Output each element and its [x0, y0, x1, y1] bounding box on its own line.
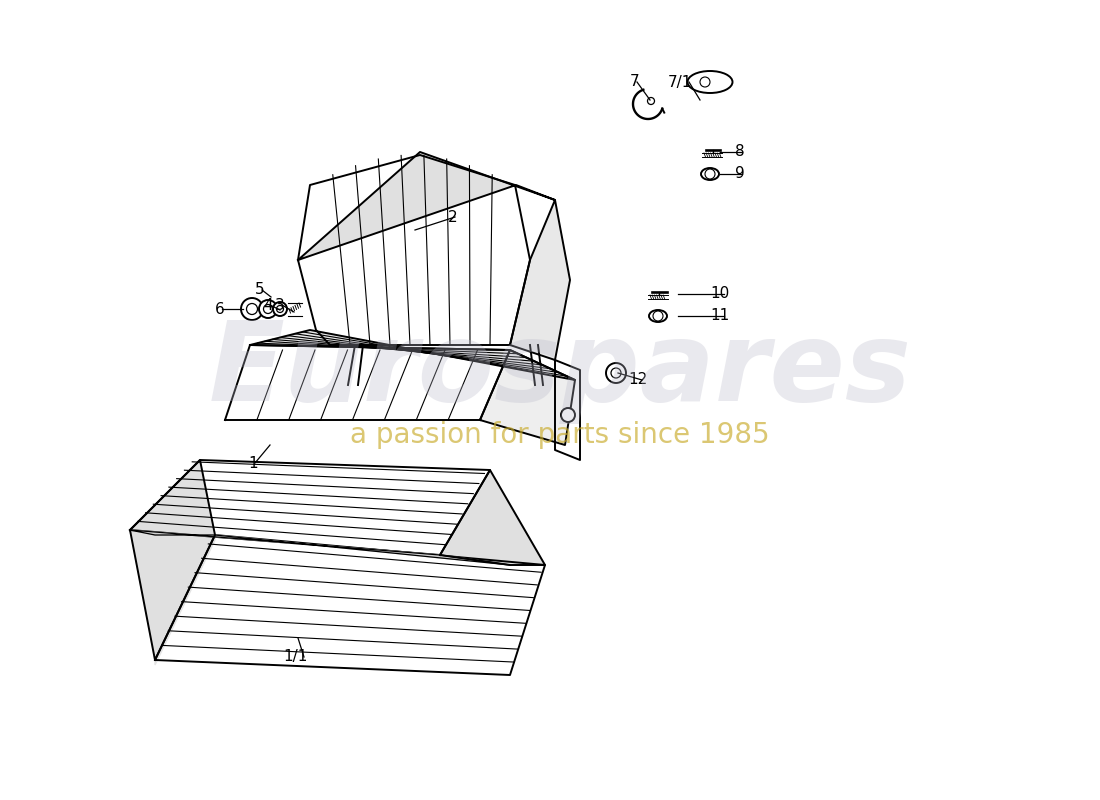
- Text: 7/1: 7/1: [668, 74, 692, 90]
- Text: 5: 5: [255, 282, 265, 298]
- Text: 7: 7: [630, 74, 639, 90]
- Circle shape: [264, 305, 273, 314]
- Circle shape: [561, 408, 575, 422]
- Polygon shape: [556, 360, 580, 460]
- Polygon shape: [155, 535, 214, 665]
- Ellipse shape: [649, 310, 667, 322]
- Polygon shape: [226, 345, 510, 420]
- Ellipse shape: [688, 71, 733, 93]
- Text: 8: 8: [735, 145, 745, 159]
- Polygon shape: [250, 330, 575, 380]
- Circle shape: [648, 98, 654, 105]
- Circle shape: [273, 302, 287, 316]
- Polygon shape: [130, 530, 510, 565]
- Text: 9: 9: [735, 166, 745, 182]
- Text: a passion for parts since 1985: a passion for parts since 1985: [350, 421, 770, 449]
- Text: 2: 2: [448, 210, 458, 225]
- Polygon shape: [480, 350, 575, 445]
- Text: 12: 12: [628, 373, 647, 387]
- Polygon shape: [130, 460, 214, 660]
- Circle shape: [246, 303, 257, 314]
- Circle shape: [610, 368, 621, 378]
- Text: 10: 10: [710, 286, 729, 302]
- Polygon shape: [155, 535, 544, 675]
- Polygon shape: [510, 200, 570, 360]
- Polygon shape: [440, 470, 544, 565]
- Circle shape: [241, 298, 263, 320]
- Circle shape: [276, 306, 284, 313]
- Polygon shape: [298, 152, 556, 260]
- Text: 4: 4: [263, 298, 273, 313]
- Circle shape: [705, 169, 715, 179]
- Text: 11: 11: [710, 309, 729, 323]
- Text: Eurospares: Eurospares: [209, 317, 912, 423]
- Text: 3: 3: [275, 298, 285, 313]
- Text: 1/1: 1/1: [283, 650, 307, 665]
- Circle shape: [700, 77, 710, 87]
- Text: 6: 6: [214, 302, 224, 317]
- Circle shape: [606, 363, 626, 383]
- Circle shape: [653, 311, 663, 321]
- Polygon shape: [130, 460, 490, 555]
- Text: 1: 1: [248, 455, 257, 470]
- Polygon shape: [298, 155, 530, 345]
- Circle shape: [258, 300, 277, 318]
- Ellipse shape: [701, 168, 719, 180]
